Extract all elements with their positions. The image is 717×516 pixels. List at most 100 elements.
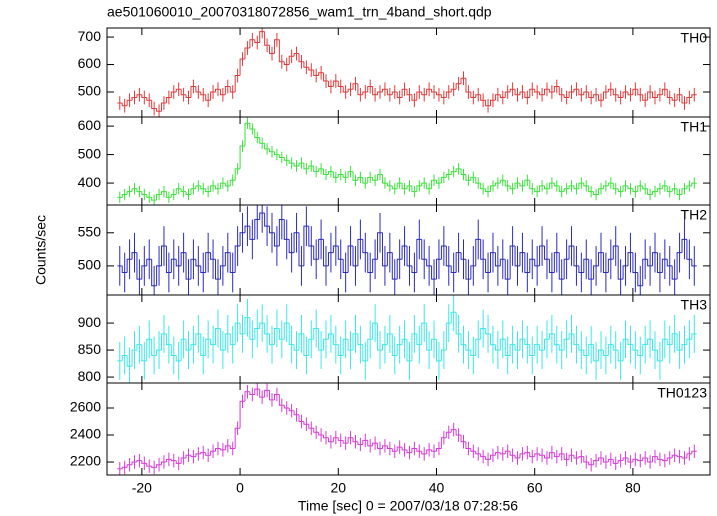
step-bin bbox=[647, 91, 653, 101]
step-bin bbox=[342, 259, 349, 273]
step-bin bbox=[372, 322, 378, 340]
step-bin bbox=[416, 238, 422, 273]
step-bin bbox=[401, 447, 408, 451]
step-bin bbox=[283, 322, 290, 340]
step-bin bbox=[229, 252, 236, 273]
step-bin bbox=[332, 245, 339, 253]
step-bin bbox=[445, 322, 452, 351]
step-bin bbox=[264, 143, 270, 150]
step-bin bbox=[352, 83, 358, 90]
step-bin bbox=[475, 177, 481, 184]
panel-label: TH0123 bbox=[657, 385, 707, 401]
step-bin bbox=[622, 185, 628, 192]
step-bin bbox=[465, 174, 471, 181]
step-bin bbox=[332, 333, 339, 346]
step-bin bbox=[131, 188, 137, 192]
step-bin bbox=[494, 94, 501, 101]
step-bin bbox=[377, 174, 383, 181]
step-bin bbox=[362, 239, 368, 254]
step-bin bbox=[298, 162, 304, 166]
step-bin bbox=[239, 323, 245, 335]
step-bin bbox=[313, 165, 319, 173]
step-bin bbox=[573, 246, 579, 267]
step-bin bbox=[337, 174, 344, 178]
step-bin bbox=[632, 188, 638, 193]
step-bin bbox=[416, 448, 422, 452]
step-bin bbox=[568, 333, 574, 340]
x-axis-label: Time [sec] 0 = 2007/03/18 07:28:56 bbox=[298, 498, 518, 514]
step-bin bbox=[269, 148, 275, 153]
step-bin bbox=[264, 212, 270, 227]
series-group bbox=[117, 383, 697, 475]
step-bin bbox=[563, 338, 570, 351]
step-bin bbox=[175, 460, 182, 464]
step-bin bbox=[298, 414, 304, 423]
panel-label: TH2 bbox=[681, 207, 708, 223]
step-bin bbox=[303, 421, 309, 425]
step-bin bbox=[666, 259, 673, 267]
step-bin bbox=[244, 317, 250, 334]
step-bin bbox=[372, 177, 378, 181]
step-bin bbox=[563, 188, 570, 192]
step-bin bbox=[583, 183, 589, 187]
step-bin bbox=[381, 88, 388, 93]
step-bin bbox=[627, 457, 633, 463]
step-bin bbox=[529, 344, 535, 356]
step-bin bbox=[308, 226, 314, 247]
step-bin bbox=[460, 252, 466, 260]
step-bin bbox=[156, 464, 162, 468]
step-bin bbox=[151, 100, 157, 109]
step-bin bbox=[357, 176, 363, 181]
step-bin bbox=[323, 168, 329, 176]
step-bin bbox=[190, 188, 196, 195]
step-bin bbox=[254, 388, 260, 395]
step-bin bbox=[539, 92, 545, 96]
step-bin bbox=[666, 185, 673, 193]
step-bin bbox=[421, 92, 427, 96]
step-bin bbox=[686, 239, 692, 260]
step-bin bbox=[647, 338, 653, 345]
step-bin bbox=[372, 442, 378, 446]
step-bin bbox=[278, 39, 285, 63]
step-bin bbox=[219, 265, 226, 280]
step-bin bbox=[170, 459, 177, 462]
step-bin bbox=[195, 185, 201, 189]
step-bin bbox=[470, 350, 476, 356]
step-bin bbox=[121, 193, 128, 198]
step-bin bbox=[156, 265, 162, 286]
step-bin bbox=[264, 31, 270, 46]
step-bin bbox=[210, 252, 216, 260]
step-bin bbox=[514, 455, 520, 459]
step-bin bbox=[259, 137, 265, 144]
step-bin bbox=[642, 258, 648, 286]
step-bin bbox=[126, 355, 133, 367]
step-bin bbox=[293, 163, 299, 167]
step-bin bbox=[259, 322, 265, 329]
step-bin bbox=[578, 265, 584, 273]
x-tick-label: -20 bbox=[132, 480, 152, 496]
step-bin bbox=[269, 226, 275, 234]
step-bin bbox=[440, 176, 447, 184]
step-bin bbox=[416, 91, 422, 101]
step-bin bbox=[180, 252, 187, 266]
step-bin bbox=[440, 245, 447, 260]
step-bin bbox=[691, 450, 697, 454]
step-bin bbox=[602, 91, 609, 101]
step-bin bbox=[588, 259, 594, 280]
step-bin bbox=[136, 460, 142, 463]
step-bin bbox=[455, 252, 462, 273]
step-bin bbox=[195, 259, 201, 267]
step-bin bbox=[676, 455, 683, 458]
step-bin bbox=[126, 464, 133, 468]
step-bin bbox=[519, 91, 525, 95]
step-bin bbox=[652, 339, 658, 351]
step-bin bbox=[377, 232, 383, 260]
step-bin bbox=[215, 259, 221, 280]
step-bin bbox=[151, 466, 157, 468]
step-bin bbox=[450, 171, 457, 175]
step-bin bbox=[126, 191, 133, 195]
step-bin bbox=[180, 457, 187, 464]
step-bin bbox=[352, 171, 358, 181]
step-bin bbox=[681, 94, 687, 104]
step-bin bbox=[386, 333, 393, 345]
